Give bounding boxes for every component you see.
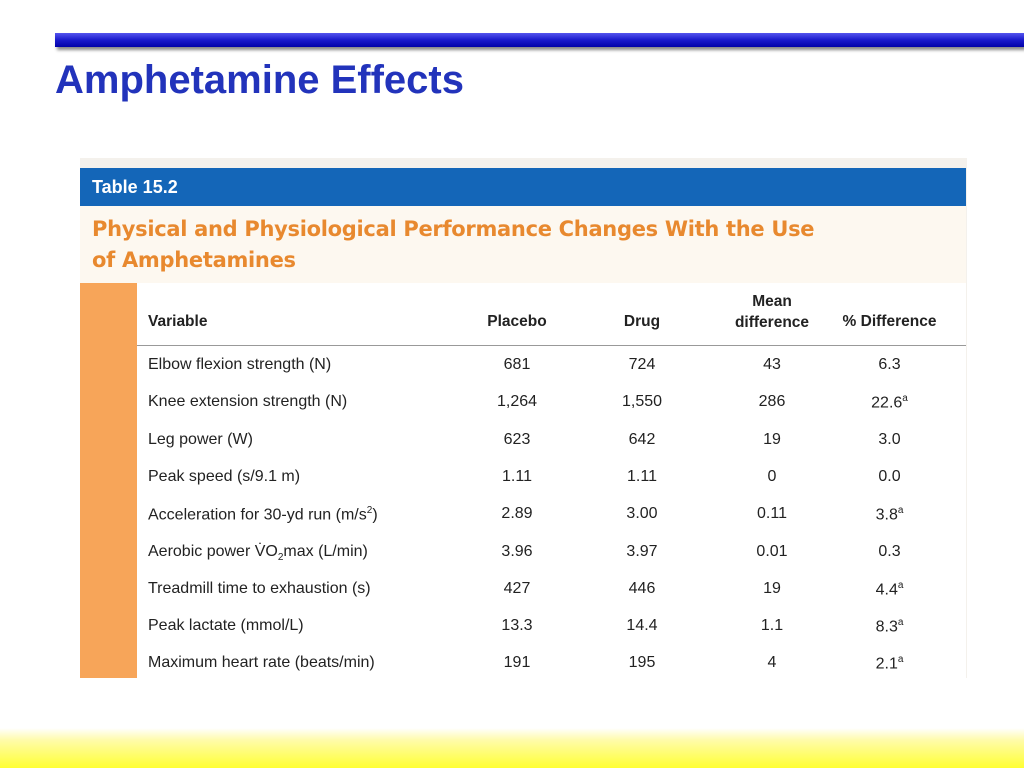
cell-variable: Elbow flexion strength (N) <box>148 356 332 373</box>
cell-pct-difference: 2.1a <box>875 654 904 673</box>
cell-pct-difference: 0.0 <box>878 467 901 485</box>
cell-placebo: 13.3 <box>501 617 533 635</box>
cell-placebo: 623 <box>503 430 531 448</box>
cell-variable: Aerobic power V̇O2max (L/min) <box>148 542 368 563</box>
table-row: Peak lactate (mmol/L) 13.3 14.4 1.1 8.3a <box>137 608 966 645</box>
cell-pct-difference: 6.3 <box>878 356 901 373</box>
cell-pct-difference: 22.6a <box>871 393 908 412</box>
table-row: Peak speed (s/9.1 m) 1.11 1.11 0 0.0 <box>137 459 966 496</box>
cell-mean-difference: 0 <box>767 467 777 485</box>
cell-drug: 1.11 <box>627 467 657 485</box>
cell-drug: 446 <box>628 579 656 597</box>
cell-pct-difference: 3.8a <box>875 505 904 524</box>
footer-gradient <box>0 728 1024 768</box>
table-row: Aerobic power V̇O2max (L/min) 3.96 3.97 0.0… <box>137 534 966 571</box>
cell-placebo: 427 <box>503 579 531 597</box>
table-image: Table 15.2 Physical and Physiological Pe… <box>80 158 967 678</box>
table-row: Elbow flexion strength (N) 681 724 43 6.3 <box>137 347 966 384</box>
cell-variable: Acceleration for 30-yd run (m/s2) <box>148 505 378 524</box>
col-placebo: Placebo <box>487 313 547 330</box>
col-variable: Variable <box>148 313 208 330</box>
cell-mean-difference: 1.1 <box>760 617 784 635</box>
title-rule <box>55 33 1024 47</box>
cell-variable: Knee extension strength (N) <box>148 393 348 411</box>
cell-placebo: 191 <box>503 654 531 672</box>
table-caption: Physical and Physiological Performance C… <box>80 206 966 289</box>
cell-pct-difference: 4.4a <box>875 579 904 599</box>
table-row: Maximum heart rate (beats/min) 191 195 4 2.1… <box>137 645 966 682</box>
table-number: Table 15.2 <box>92 177 178 197</box>
cell-drug: 195 <box>628 654 656 672</box>
table-side-strip <box>80 283 137 678</box>
cell-drug: 1,550 <box>621 393 663 411</box>
col-drug: Drug <box>623 313 661 330</box>
table-row: Leg power (W) 623 642 19 3.0 <box>137 422 966 459</box>
col-mean-difference: Mean difference <box>734 293 810 331</box>
cell-placebo: 3.96 <box>501 542 533 560</box>
col-pct-difference: % Difference <box>842 313 937 330</box>
cell-pct-difference: 3.0 <box>878 430 901 448</box>
table-header-row: Variable Placebo Drug Mean difference % D… <box>137 283 966 346</box>
cell-drug: 642 <box>628 430 656 448</box>
data-table: Variable Placebo Drug Mean difference % D… <box>137 283 966 678</box>
cell-placebo: 681 <box>503 356 531 373</box>
cell-pct-difference: 0.3 <box>878 542 901 560</box>
cell-placebo: 1.11 <box>502 467 532 485</box>
cell-variable: Leg power (W) <box>148 430 253 448</box>
cell-placebo: 2.89 <box>501 505 533 523</box>
cell-drug: 3.97 <box>626 542 658 560</box>
cell-variable: Peak lactate (mmol/L) <box>148 617 304 635</box>
cell-pct-difference: 8.3a <box>875 617 904 636</box>
cell-mean-difference: 0.01 <box>756 542 788 560</box>
cell-mean-difference: 43 <box>763 356 781 373</box>
caption-line-2: of Amphetamines <box>92 248 296 272</box>
table-row: Knee extension strength (N) 1,264 1,550 286… <box>137 384 966 421</box>
cell-variable: Maximum heart rate (beats/min) <box>148 654 375 672</box>
cell-drug: 3.00 <box>626 505 658 523</box>
cell-mean-difference: 0.11 <box>757 505 787 523</box>
table-header-band: Table 15.2 <box>80 168 966 206</box>
cell-mean-difference: 4 <box>767 654 777 672</box>
cell-variable: Peak speed (s/9.1 m) <box>148 467 301 485</box>
cell-mean-difference: 286 <box>758 393 786 411</box>
cell-drug: 724 <box>628 356 656 373</box>
cell-drug: 14.4 <box>626 617 658 635</box>
caption-line-1: Physical and Physiological Performance C… <box>92 217 815 241</box>
cell-mean-difference: 19 <box>763 579 781 597</box>
cell-variable: Treadmill time to exhaustion (s) <box>148 579 371 597</box>
table-row: Acceleration for 30-yd run (m/s2) 2.89 3.0… <box>137 496 966 533</box>
table-row: Treadmill time to exhaustion (s) 427 446 19… <box>137 571 966 608</box>
cell-mean-difference: 19 <box>763 430 781 448</box>
cell-placebo: 1,264 <box>496 393 538 411</box>
slide-title: Amphetamine Effects <box>55 58 464 102</box>
